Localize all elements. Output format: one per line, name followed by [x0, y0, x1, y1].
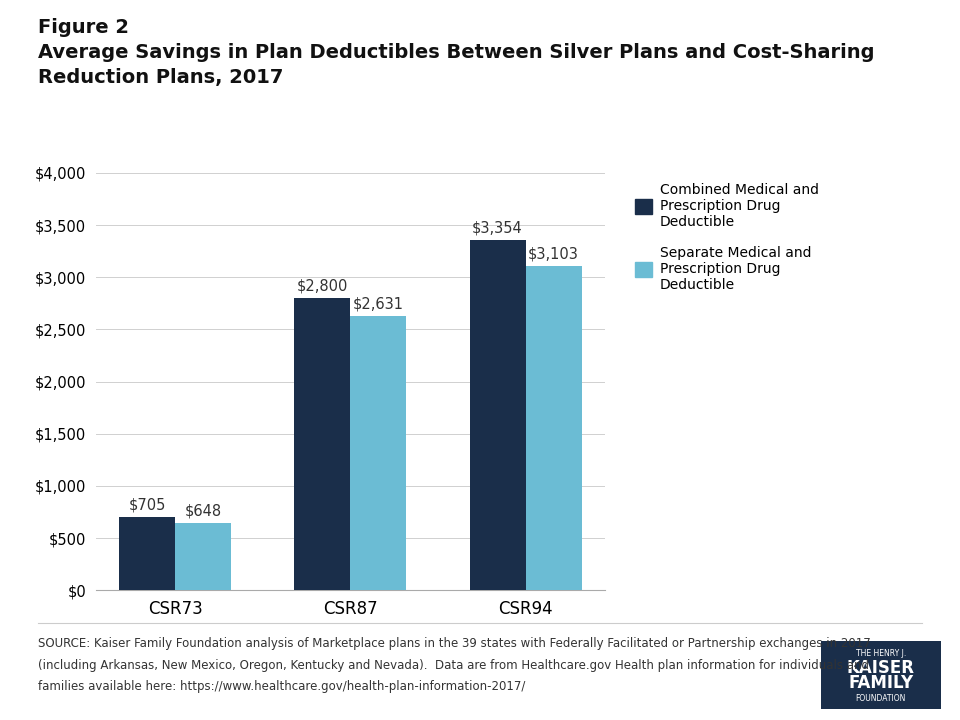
- Legend: Combined Medical and
Prescription Drug
Deductible, Separate Medical and
Prescrip: Combined Medical and Prescription Drug D…: [632, 180, 822, 294]
- Text: $2,800: $2,800: [297, 279, 348, 293]
- Bar: [119, 517, 175, 590]
- Text: $3,103: $3,103: [528, 247, 579, 262]
- Text: $648: $648: [184, 503, 222, 518]
- Text: $2,631: $2,631: [353, 296, 404, 311]
- Bar: [469, 240, 526, 590]
- Text: Average Savings in Plan Deductibles Between Silver Plans and Cost-Sharing: Average Savings in Plan Deductibles Betw…: [38, 43, 875, 62]
- Bar: [175, 523, 231, 590]
- Text: FOUNDATION: FOUNDATION: [855, 694, 906, 703]
- Text: SOURCE: Kaiser Family Foundation analysis of Marketplace plans in the 39 states : SOURCE: Kaiser Family Foundation analysi…: [38, 637, 871, 650]
- Bar: [526, 266, 582, 590]
- Bar: [350, 316, 406, 590]
- Text: Figure 2: Figure 2: [38, 18, 130, 37]
- Text: (including Arkansas, New Mexico, Oregon, Kentucky and Nevada).  Data are from He: (including Arkansas, New Mexico, Oregon,…: [38, 659, 870, 672]
- Text: Reduction Plans, 2017: Reduction Plans, 2017: [38, 68, 284, 87]
- Text: $705: $705: [129, 497, 166, 512]
- Bar: [295, 298, 350, 590]
- Text: FAMILY: FAMILY: [849, 674, 913, 692]
- Text: families available here: https://www.healthcare.gov/health-plan-information-2017: families available here: https://www.hea…: [38, 680, 526, 693]
- Text: KAISER: KAISER: [847, 660, 915, 677]
- Text: $3,354: $3,354: [472, 220, 523, 235]
- Text: THE HENRY J.: THE HENRY J.: [855, 649, 906, 657]
